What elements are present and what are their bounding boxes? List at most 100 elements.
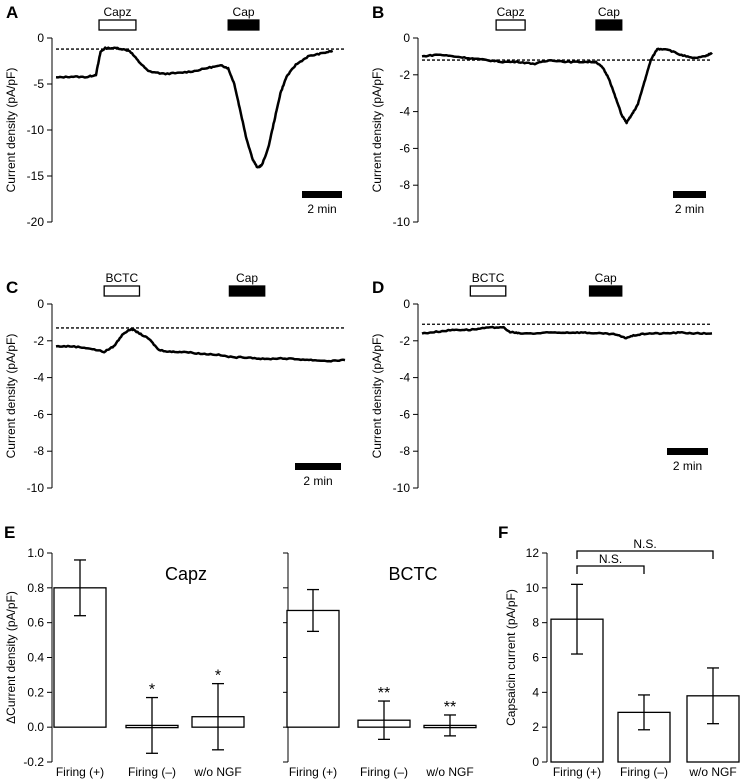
panel-f: F 0 2 4 6 8 10 12 Capsaicin current (pA/pF) Firin… <box>498 523 740 779</box>
y-tick-label: -8 <box>399 178 410 192</box>
y-tick-label: 4 <box>532 685 539 699</box>
y-tick-label: 0.4 <box>27 651 44 665</box>
x-category-label: w/o NGF <box>425 765 473 779</box>
y-tick-label: 0.0 <box>27 720 44 734</box>
panel-letter: D <box>372 278 384 297</box>
y-axis-label: ΔCurrent density (pA/pF) <box>4 591 18 724</box>
y-tick-label: 0.6 <box>27 616 44 630</box>
y-tick-label: 0 <box>37 31 44 45</box>
y-tick-label: -8 <box>33 444 44 458</box>
y-tick-label: 10 <box>526 581 540 595</box>
panel-d: D 0 -2 -4 -6 -8 -10 Current density (pA/pF) BCTC… <box>370 271 713 495</box>
y-tick-label: -6 <box>33 407 44 421</box>
significance-mark: * <box>149 682 155 699</box>
comparison-bracket <box>576 565 645 574</box>
x-category-label: w/o NGF <box>688 765 736 779</box>
stimulus-bar <box>495 19 526 31</box>
current-trace <box>421 325 713 340</box>
y-axis-label: Capsaicin current (pA/pF) <box>504 589 518 726</box>
stimulus-bar <box>98 19 137 31</box>
y-axis-label: Current density (pA/pF) <box>4 334 18 459</box>
y-tick-label: -6 <box>399 407 410 421</box>
stimulus-bar <box>228 285 266 297</box>
panel-letter: B <box>372 3 384 22</box>
x-category-label: Firing (+) <box>56 765 104 779</box>
y-tick-label: 1.0 <box>27 546 44 560</box>
y-tick-label: -15 <box>27 169 45 183</box>
time-scale-bar <box>673 191 706 198</box>
y-tick-label: 0 <box>403 31 410 45</box>
comparison-label: N.S. <box>599 552 622 566</box>
time-scale-label: 2 min <box>673 459 702 473</box>
y-tick-label: -10 <box>27 123 45 137</box>
comparison-bracket <box>576 550 714 559</box>
panel-letter: C <box>6 278 18 297</box>
y-tick-label: 0 <box>37 297 44 311</box>
y-tick-label: 0 <box>532 755 539 769</box>
current-trace <box>55 327 346 363</box>
panel-letter: A <box>6 3 18 22</box>
panel-e: E 1.0 0.8 0.6 0.4 0.2 0.0 -0.2 Capz Firing (+) * Fi… <box>4 523 477 779</box>
x-category-label: Firing (+) <box>553 765 601 779</box>
stimulus-label: Cap <box>233 5 255 19</box>
y-tick-label: -6 <box>399 141 410 155</box>
time-scale-bar <box>667 448 708 455</box>
significance-mark: ** <box>444 699 456 716</box>
panel-b: B 0 -2 -4 -6 -8 -10 Current density (pA/pF) Capz… <box>370 3 713 229</box>
y-tick-label: -2 <box>33 334 44 348</box>
significance-mark: ** <box>378 685 390 702</box>
y-tick-label: -5 <box>33 77 44 91</box>
y-tick-label: 0.8 <box>27 581 44 595</box>
stimulus-label: BCTC <box>105 271 138 285</box>
y-tick-label: 12 <box>526 546 540 560</box>
stimulus-bar <box>595 19 623 31</box>
y-tick-label: 0.2 <box>27 685 44 699</box>
current-trace <box>421 47 713 125</box>
y-tick-label: 6 <box>532 651 539 665</box>
group-title: BCTC <box>389 564 438 584</box>
stimulus-label: Capz <box>103 5 131 19</box>
y-tick-label: -0.2 <box>23 755 44 769</box>
y-tick-label: -2 <box>399 68 410 82</box>
panel-letter: E <box>4 523 15 542</box>
group-title: Capz <box>165 564 207 584</box>
significance-mark: * <box>215 668 221 685</box>
x-category-label: w/o NGF <box>193 765 241 779</box>
y-axis-label: Current density (pA/pF) <box>370 68 384 193</box>
y-tick-label: -10 <box>27 481 45 495</box>
panel-c: C 0 -2 -4 -6 -8 -10 Current density (pA/pF) BCTC… <box>4 271 346 495</box>
y-tick-label: -10 <box>393 481 411 495</box>
y-tick-label: 0 <box>403 297 410 311</box>
y-tick-label: -8 <box>399 444 410 458</box>
y-tick-label: 8 <box>532 616 539 630</box>
stimulus-label: BCTC <box>472 271 505 285</box>
y-tick-label: -20 <box>27 215 45 229</box>
y-tick-label: -10 <box>393 215 411 229</box>
panel-letter: F <box>498 523 508 542</box>
x-category-label: Firing (–) <box>128 765 176 779</box>
time-scale-bar <box>295 463 341 470</box>
comparison-label: N.S. <box>633 537 656 551</box>
y-tick-label: -4 <box>399 105 410 119</box>
stimulus-bar <box>588 285 623 297</box>
y-axis-label: Current density (pA/pF) <box>4 68 18 193</box>
x-category-label: Firing (+) <box>289 765 337 779</box>
x-category-label: Firing (–) <box>360 765 408 779</box>
panel-a: A 0 -5 -10 -15 -20 Current density (pA/pF) Capz… <box>4 3 345 229</box>
y-axis-label: Current density (pA/pF) <box>370 334 384 459</box>
bar-group-capz: 1.0 0.8 0.6 0.4 0.2 0.0 -0.2 Capz Firing (+) * Fir… <box>23 546 245 779</box>
y-tick-label: -4 <box>33 371 44 385</box>
stimulus-bar <box>469 285 507 297</box>
time-scale-label: 2 min <box>675 202 704 216</box>
stimulus-label: Capz <box>497 5 525 19</box>
time-scale-label: 2 min <box>307 202 336 216</box>
bar-group-bctc: BCTC Firing (+) ** Firing (–) ** w/o NGF <box>283 552 477 779</box>
y-tick-label: 2 <box>532 720 539 734</box>
current-trace <box>55 46 334 169</box>
y-tick-label: -2 <box>399 334 410 348</box>
stimulus-label: Cap <box>236 271 258 285</box>
time-scale-label: 2 min <box>303 474 332 488</box>
stimulus-label: Cap <box>595 271 617 285</box>
stimulus-label: Cap <box>598 5 620 19</box>
